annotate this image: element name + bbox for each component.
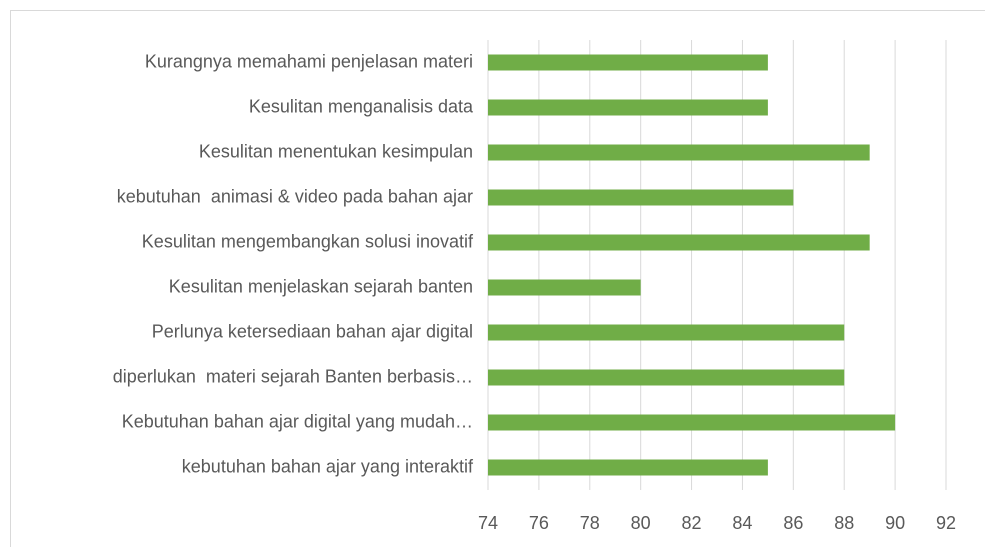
- bar: [488, 234, 870, 251]
- y-tick-label: Kebutuhan bahan ajar digital yang mudah…: [122, 411, 473, 431]
- bar: [488, 144, 870, 161]
- x-tick-label: 78: [580, 513, 600, 533]
- chart-border: [10, 10, 985, 547]
- bar: [488, 369, 845, 386]
- y-tick-label: Kesulitan menentukan kesimpulan: [199, 141, 473, 161]
- x-tick-label: 74: [478, 513, 498, 533]
- y-tick-label: Kurangnya memahami penjelasan materi: [145, 51, 473, 71]
- bar: [488, 54, 768, 71]
- x-tick-label: 82: [682, 513, 702, 533]
- x-tick-label: 76: [529, 513, 549, 533]
- x-tick-label: 84: [732, 513, 752, 533]
- bar: [488, 324, 845, 341]
- bar: [488, 99, 768, 116]
- x-tick-label: 90: [885, 513, 905, 533]
- x-tick-label: 92: [936, 513, 956, 533]
- bar: [488, 459, 768, 476]
- y-tick-label: Kesulitan menjelaskan sejarah banten: [169, 276, 473, 296]
- bar: [488, 279, 641, 296]
- y-tick-label: Kesulitan menganalisis data: [249, 96, 474, 116]
- y-tick-label: Perlunya ketersediaan bahan ajar digital: [152, 321, 473, 341]
- bar: [488, 414, 896, 431]
- bar: [488, 189, 794, 206]
- x-tick-label: 88: [834, 513, 854, 533]
- x-tick-label: 80: [631, 513, 651, 533]
- y-tick-label: kebutuhan animasi & video pada bahan aja…: [117, 186, 473, 206]
- y-tick-label: Kesulitan mengembangkan solusi inovatif: [142, 231, 474, 251]
- y-tick-label: diperlukan materi sejarah Banten berbasi…: [113, 366, 473, 386]
- x-tick-label: 86: [783, 513, 803, 533]
- y-tick-label: kebutuhan bahan ajar yang interaktif: [182, 456, 474, 476]
